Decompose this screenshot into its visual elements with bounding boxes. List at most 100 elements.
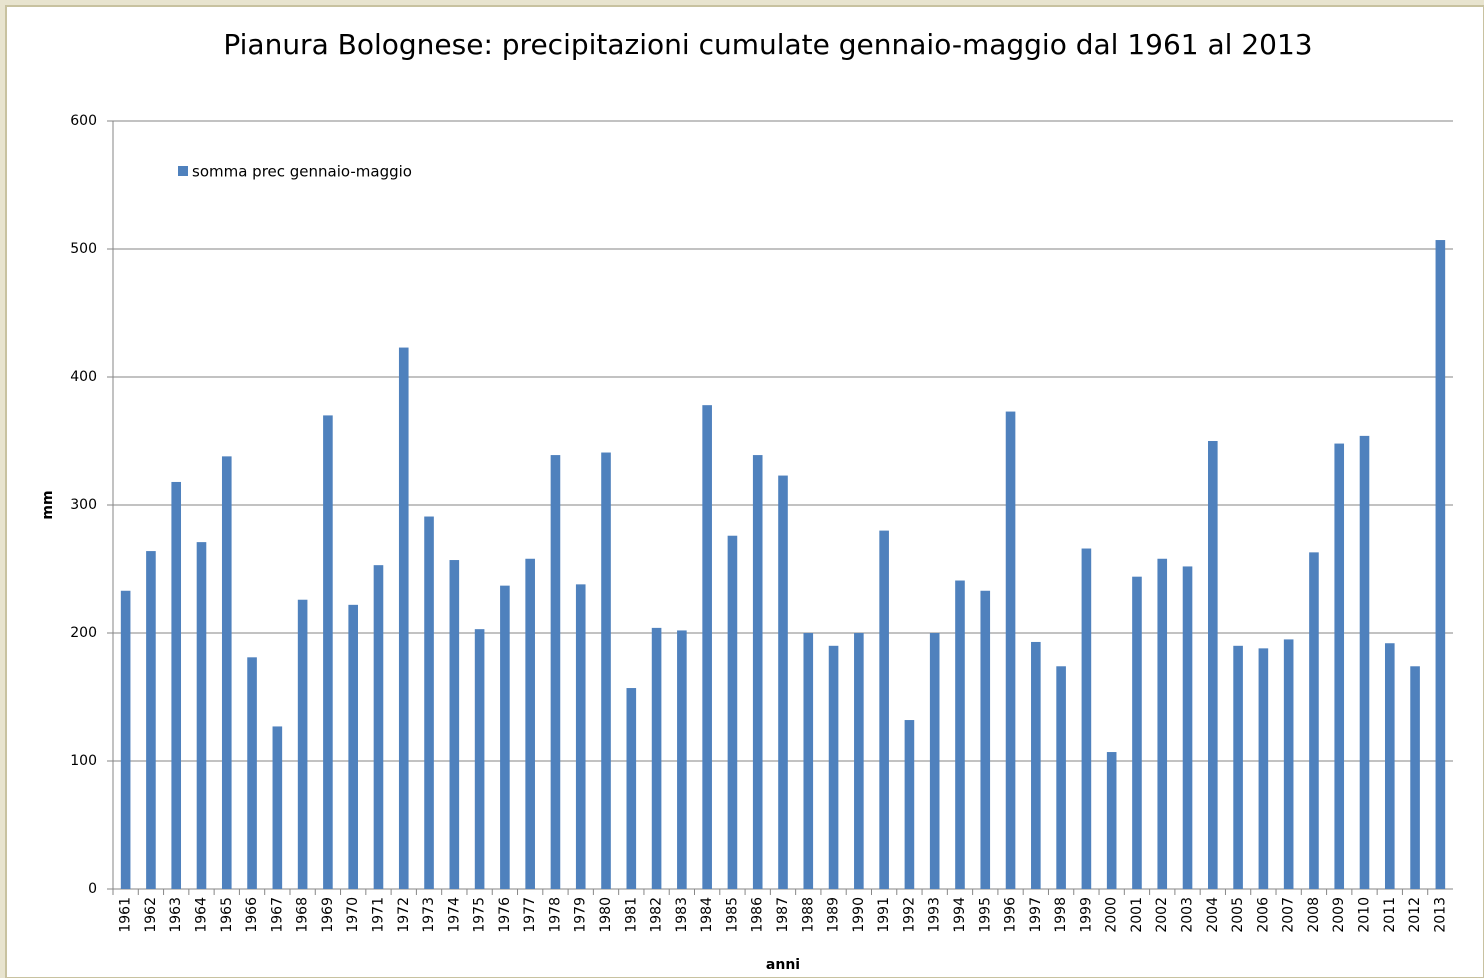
bar — [980, 590, 991, 889]
bar — [1005, 411, 1016, 889]
x-tick-label: 1986 — [750, 897, 766, 933]
x-tick-label: 1980 — [598, 897, 614, 933]
x-tick-label: 2009 — [1331, 897, 1347, 933]
bar — [1182, 566, 1193, 889]
x-tick-label: 1971 — [370, 897, 386, 933]
x-tick-label: 1969 — [320, 897, 336, 933]
bar — [575, 584, 586, 889]
x-tick-label: 1989 — [826, 897, 842, 933]
y-tick-label: 0 — [88, 881, 97, 897]
x-tick-label: 2006 — [1255, 897, 1271, 933]
x-tick-label: 1981 — [623, 897, 639, 933]
bar — [1208, 441, 1218, 889]
x-tick-label: 1995 — [977, 897, 993, 933]
x-tick-label: 1993 — [927, 897, 943, 933]
x-tick-label: 2001 — [1129, 897, 1145, 933]
x-axis-label: anni — [766, 957, 800, 973]
x-tick-label: 1967 — [269, 897, 285, 933]
bar — [1132, 576, 1142, 889]
bar — [1359, 435, 1370, 889]
x-tick-label: 1973 — [421, 897, 437, 933]
x-tick-label: 1978 — [547, 897, 563, 933]
bar — [955, 580, 965, 889]
bar — [196, 542, 207, 889]
y-axis-label: mm — [40, 490, 56, 519]
bar — [1081, 548, 1092, 889]
bar — [373, 565, 384, 889]
bar — [1384, 643, 1395, 889]
x-tick-label: 1988 — [800, 897, 816, 933]
x-tick-label: 2010 — [1357, 897, 1373, 933]
x-tick-label: 2000 — [1104, 897, 1120, 933]
bar — [702, 405, 712, 889]
bar — [1309, 552, 1319, 889]
x-tick-label: 2012 — [1407, 897, 1423, 933]
x-tick-label: 1987 — [775, 897, 791, 933]
x-tick-label: 1983 — [674, 897, 690, 933]
x-tick-label: 2005 — [1230, 897, 1246, 933]
x-tick-label: 1972 — [396, 897, 412, 933]
bar — [1258, 648, 1269, 889]
bar — [1031, 641, 1041, 889]
x-tick-label: 2013 — [1432, 897, 1448, 933]
bar — [1410, 666, 1420, 889]
x-tick-label: 1996 — [1003, 897, 1019, 933]
chart-title: Pianura Bolognese: precipitazioni cumula… — [223, 28, 1312, 61]
y-tick-label: 300 — [70, 497, 97, 513]
x-tick-label: 1984 — [699, 897, 715, 933]
bar — [474, 629, 485, 889]
bar — [221, 456, 232, 889]
bar — [525, 558, 535, 889]
x-tick-label: 1966 — [244, 897, 260, 933]
x-tick-label: 1968 — [295, 897, 311, 933]
y-tick-label: 200 — [70, 625, 97, 641]
bar — [601, 452, 611, 889]
x-tick-label: 1964 — [193, 897, 209, 933]
y-tick-label: 600 — [70, 113, 97, 129]
x-tick-label: 1994 — [952, 897, 968, 933]
bar — [854, 633, 864, 889]
bar — [879, 530, 889, 889]
bar — [398, 347, 409, 889]
x-tick-label: 1962 — [143, 897, 159, 933]
bar — [651, 627, 662, 889]
x-tick-label: 1965 — [219, 897, 235, 933]
bar — [803, 633, 814, 889]
x-tick-label: 2008 — [1306, 897, 1322, 933]
bar — [1157, 558, 1168, 889]
x-tick-label: 1976 — [497, 897, 513, 933]
bar — [1233, 645, 1243, 889]
bar — [1056, 666, 1066, 889]
y-tick-label: 100 — [70, 753, 97, 769]
legend-swatch — [178, 166, 188, 176]
x-tick-label: 1985 — [724, 897, 740, 933]
x-tick-label: 1991 — [876, 897, 892, 933]
bar — [752, 455, 763, 889]
bar — [727, 535, 738, 889]
bar — [778, 475, 788, 889]
bar — [449, 560, 460, 889]
bar — [247, 657, 257, 889]
x-tick-label: 1975 — [472, 897, 488, 933]
bar — [171, 481, 182, 889]
bar — [500, 585, 510, 889]
bar — [550, 455, 561, 889]
bar — [929, 633, 940, 889]
x-tick-label: 2007 — [1281, 897, 1297, 933]
bar — [146, 551, 156, 889]
bar — [626, 688, 637, 889]
bar — [120, 590, 131, 889]
bar — [1334, 443, 1345, 889]
x-tick-label: 2004 — [1205, 897, 1221, 933]
bar — [348, 604, 358, 889]
x-tick-label: 1961 — [118, 897, 134, 933]
x-tick-label: 1963 — [168, 897, 184, 933]
x-tick-label: 1970 — [345, 897, 361, 933]
x-tick-label: 1999 — [1078, 897, 1094, 933]
bar — [1283, 639, 1294, 889]
x-tick-label: 1977 — [522, 897, 538, 933]
x-tick-label: 1990 — [851, 897, 867, 933]
bar — [297, 599, 308, 889]
x-tick-label: 1979 — [573, 897, 589, 933]
